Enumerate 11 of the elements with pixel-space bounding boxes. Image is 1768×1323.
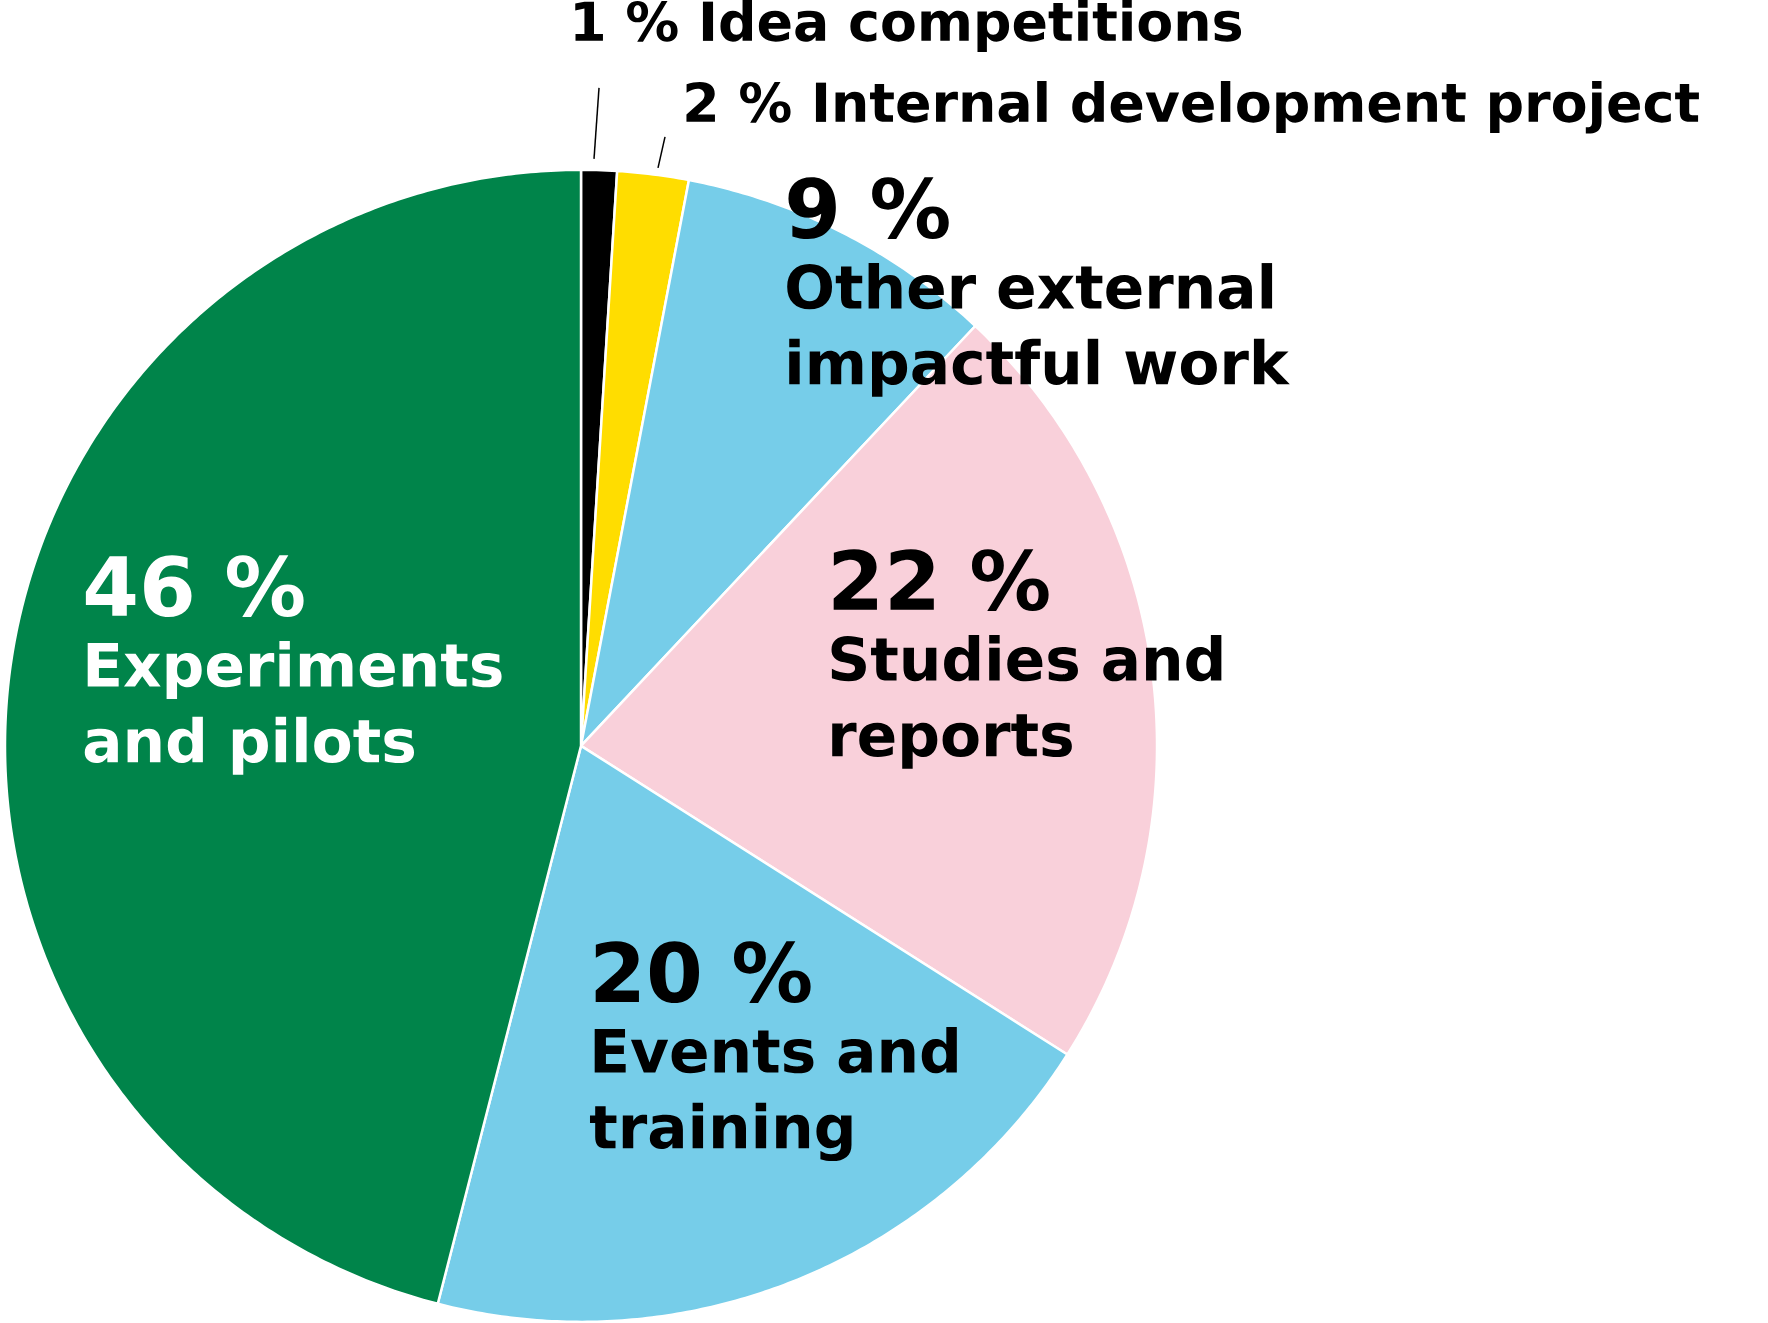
data-label: 22 % (833, 549, 1049, 611)
slice-label: Events and training (589, 1027, 957, 1162)
slice-label: Experiments and pilots (84, 641, 502, 775)
slice-label: Internal development project (815, 80, 1699, 134)
slice-label: Idea competitions (702, 0, 1242, 53)
data-label: 46 % (85, 555, 304, 617)
data-label: 2 % (686, 81, 791, 123)
data-label: 9 % (788, 177, 949, 239)
data-label: 1 % (575, 0, 678, 42)
slice-label: Studies and reports (831, 635, 1222, 769)
data-label: 20 % (595, 941, 811, 1003)
